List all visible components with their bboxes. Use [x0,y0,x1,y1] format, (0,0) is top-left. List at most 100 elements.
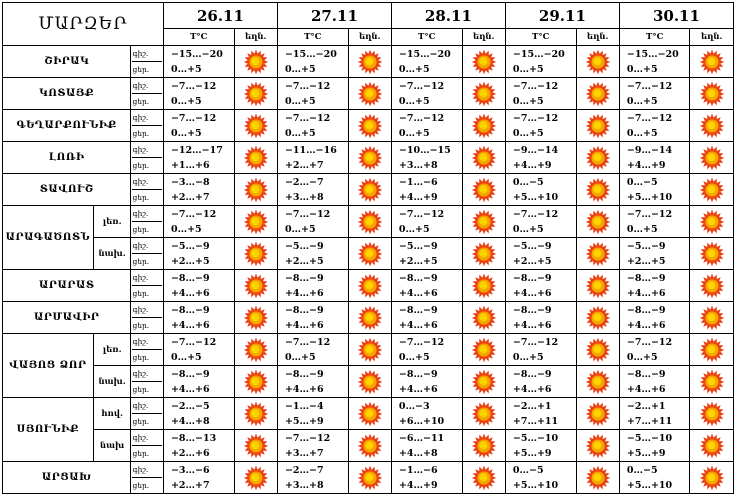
weather-cell [347,461,392,494]
night-temperature: −7…−12 [398,112,445,124]
sun-icon [699,337,725,362]
temperature-cell: −8…−9 +4…+6 [276,269,349,302]
day-temperature: +4…+6 [626,319,666,331]
day-temperature: +5…+9 [626,447,666,459]
night-temperature: −8…−13 [170,432,217,444]
weather-cell [689,301,734,334]
temperature-cell: −7…−12 0…+5 [276,77,349,110]
day-temperature: +2…+5 [170,255,210,267]
weather-cell [689,461,734,494]
weather-cell [689,269,734,302]
region-row: ՎԱՅՈՑ ՁՈՐ լեռ. գիշ. ցեր. −7…−12 0…+5 −7…−12 0…+… [2,333,734,398]
night-temperature: −8…−9 [512,272,552,284]
sun-icon [243,113,269,138]
weather-cell [575,237,620,270]
day-temperature: 0…+5 [626,223,658,235]
temperature-cell: −8…−9 +4…+6 [504,269,577,302]
weather-cell [461,109,506,142]
temperature-cell: −6…−11 +4…+8 [390,429,463,462]
day-temperature: +4…+6 [626,287,666,299]
night-temperature: −2…−5 [170,400,210,412]
day-temperature: 0…+5 [512,127,544,139]
sun-icon [699,369,725,394]
day-temperature: +4…+6 [626,383,666,395]
night-temperature: −1…−6 [398,464,438,476]
night-temperature: −1…−4 [284,400,324,412]
weather-column-header: եղն. [689,28,734,46]
night-temperature: −7…−12 [284,80,331,92]
sun-icon [471,145,497,170]
day-temperature: +5…+10 [626,479,673,491]
night-temperature: −7…−12 [398,80,445,92]
sun-icon [471,273,497,298]
sun-icon [585,145,611,170]
weather-cell [347,333,392,366]
sun-icon [243,401,269,426]
night-temperature: −11…−16 [284,144,337,156]
weather-cell [461,77,506,110]
day-label: ցեր. [132,129,150,138]
night-temperature: −7…−12 [170,336,217,348]
sun-icon [585,49,611,74]
temperature-cell: −3…−8 +2…+7 [162,173,235,206]
day-night-labels: գիշ. ցեր. [130,45,164,78]
night-temperature: −8…−9 [284,272,324,284]
temperature-cell: −2…+1 +7…+11 [504,397,577,430]
temperature-cell: 0…−5 +5…+10 [618,461,691,494]
day-temperature: +4…+9 [398,479,438,491]
night-temperature: −7…−12 [626,112,673,124]
weather-cell [689,333,734,366]
temperature-cell: −8…−9 +4…+6 [504,301,577,334]
night-temperature: −5…−9 [398,240,438,252]
night-temperature: −7…−12 [626,336,673,348]
weather-column-header: եղն. [461,28,506,46]
temperature-cell: −7…−12 0…+5 [162,205,235,238]
sun-icon [357,177,383,202]
weather-cell [347,237,392,270]
day-temperature: +2…+5 [626,255,666,267]
day-label: ցեր. [132,481,150,490]
weather-cell [461,333,506,366]
sun-icon [585,465,611,490]
temperature-cell: −7…−12 0…+5 [162,77,235,110]
day-label: ցեր. [132,97,150,106]
night-temperature: −10…−15 [398,144,451,156]
sun-icon [243,177,269,202]
day-temperature: +4…+9 [626,159,666,171]
night-temperature: −8…−9 [626,368,666,380]
sun-icon [585,305,611,330]
sun-icon [243,273,269,298]
day-temperature: +4…+9 [398,191,438,203]
weather-cell [347,397,392,430]
night-temperature: −7…−12 [284,208,331,220]
day-temperature: +4…+6 [284,319,324,331]
night-temperature: −8…−9 [170,304,210,316]
sun-icon [471,465,497,490]
day-temperature: +5…+10 [512,191,559,203]
night-temperature: −5…−10 [512,432,559,444]
sun-icon [357,369,383,394]
temperature-cell: −5…−9 +2…+5 [504,237,577,270]
night-temperature: −8…−9 [170,368,210,380]
temperature-cell: −7…−12 0…+5 [276,109,349,142]
sun-icon [471,369,497,394]
temperature-cell: −1…−6 +4…+9 [390,173,463,206]
weather-cell [233,205,278,238]
weather-cell [461,173,506,206]
day-temperature: 0…+5 [512,223,544,235]
weather-cell [233,461,278,494]
region-row: ԱՐՑԱԽ գիշ. ցեր. −3…−6 +2…+7 −2…−7 +3…+8 −1…−6 +4… [1,461,734,494]
weather-cell [233,77,278,110]
region-row: ԱՐՄԱՎԻՐ գիշ. ցեր. −8…−9 +4…+6 −8…−9 +4…+6 −8…−9… [1,301,734,334]
weather-cell [689,429,734,462]
temp-column-header: T°C [390,28,463,46]
region-name: ՍՅՈՒՆԻՔ [2,397,94,462]
temperature-cell: −7…−12 +3…+7 [276,429,349,462]
night-temperature: −7…−12 [284,112,331,124]
day-temperature: +4…+8 [170,415,210,427]
day-temperature: +4…+6 [398,383,438,395]
temperature-cell: −15…−20 0…+5 [390,45,463,78]
night-temperature: −5…−10 [626,432,673,444]
night-temperature: −5…−9 [512,240,552,252]
day-temperature: +4…+6 [284,287,324,299]
